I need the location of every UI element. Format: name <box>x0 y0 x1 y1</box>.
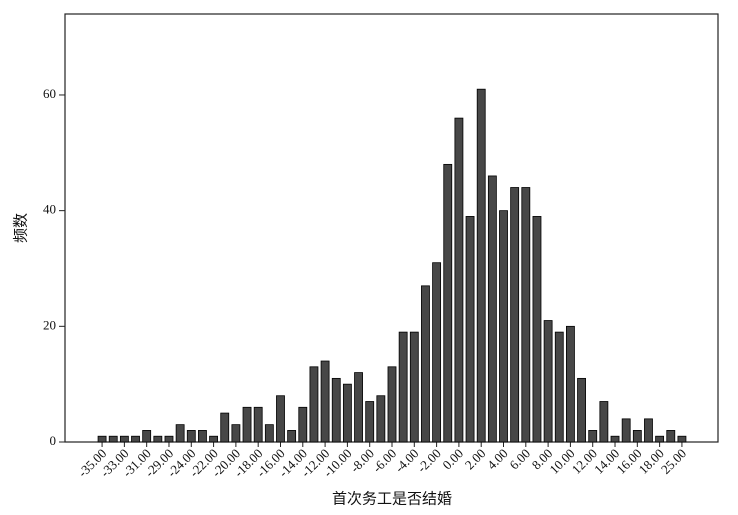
bar <box>621 418 631 443</box>
bar <box>610 435 620 443</box>
bar <box>655 435 665 443</box>
bar <box>209 435 218 443</box>
bar <box>231 424 241 443</box>
bar <box>376 395 386 443</box>
bar <box>499 210 508 443</box>
bar <box>220 412 230 443</box>
bar <box>409 331 419 443</box>
bar <box>588 430 598 443</box>
bar <box>309 366 319 443</box>
bar <box>142 430 152 443</box>
bar <box>365 401 375 443</box>
bar <box>354 372 363 443</box>
bar <box>476 88 486 443</box>
y-tick-label: 0 <box>50 433 57 448</box>
bar <box>253 406 263 443</box>
bar <box>421 285 430 443</box>
bar <box>186 430 196 443</box>
bar <box>666 430 676 443</box>
x-tick-label: 25.00 <box>658 446 689 477</box>
bar <box>153 435 163 443</box>
bar <box>644 418 653 443</box>
bar <box>398 331 408 443</box>
bar <box>599 401 609 443</box>
bar <box>432 262 442 443</box>
bar <box>320 360 330 443</box>
bar <box>487 175 497 443</box>
bar <box>577 377 586 443</box>
bar <box>677 435 687 443</box>
bar <box>454 117 464 443</box>
y-tick-label: 60 <box>43 86 56 101</box>
x-axis-label: 首次务工是否结婚 <box>332 490 452 507</box>
bar <box>242 406 252 443</box>
bar <box>131 435 140 443</box>
bar <box>521 187 531 443</box>
y-tick-label: 40 <box>43 202 56 217</box>
bar <box>632 430 642 443</box>
bar <box>566 325 575 443</box>
bar <box>276 395 285 443</box>
bar <box>443 163 453 443</box>
bar <box>97 435 107 443</box>
bar <box>287 430 297 443</box>
bar <box>198 430 207 443</box>
x-tick-label: 6.00 <box>506 446 533 473</box>
y-tick-label: 20 <box>43 317 56 332</box>
x-tick-label: 0.00 <box>439 446 466 473</box>
bar <box>175 424 185 443</box>
bar <box>298 406 308 443</box>
bar <box>554 331 564 443</box>
bar <box>387 366 397 443</box>
y-axis-label: 频数 <box>12 213 29 243</box>
bar <box>164 435 174 443</box>
bar <box>532 216 542 443</box>
bar <box>119 435 129 443</box>
bar <box>465 216 475 443</box>
bar <box>331 377 341 443</box>
bar <box>264 424 274 443</box>
x-tick-label: 2.00 <box>462 446 489 473</box>
bar <box>108 435 118 443</box>
bar <box>342 383 352 443</box>
bar <box>510 187 520 443</box>
x-tick-label: 4.00 <box>484 446 511 473</box>
bar <box>543 320 553 443</box>
